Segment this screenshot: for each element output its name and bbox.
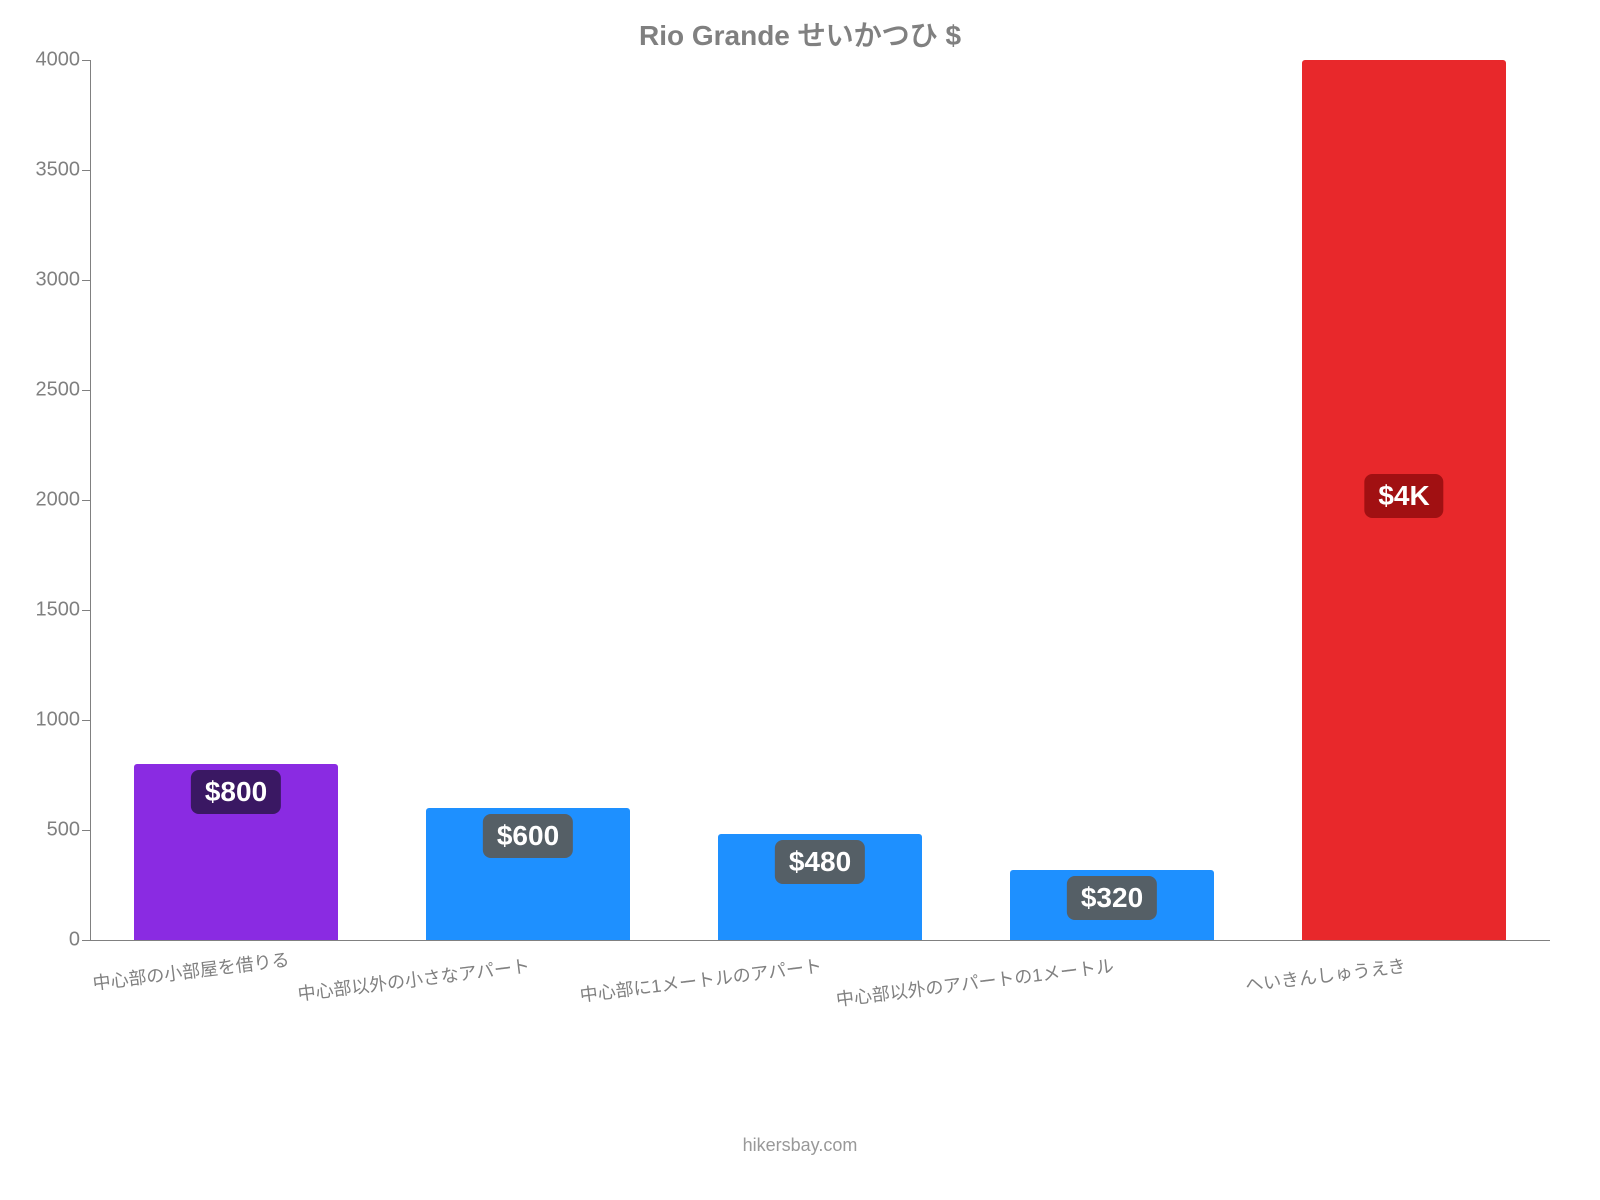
value-badge: $480 bbox=[775, 840, 865, 884]
y-tick bbox=[82, 830, 90, 831]
y-tick-label: 4000 bbox=[36, 49, 81, 72]
value-badge: $320 bbox=[1067, 876, 1157, 920]
y-tick bbox=[82, 500, 90, 501]
chart-title: Rio Grande せいかつひ $ bbox=[0, 14, 1600, 54]
y-tick bbox=[82, 610, 90, 611]
y-tick bbox=[82, 280, 90, 281]
y-tick bbox=[82, 940, 90, 941]
value-badge: $800 bbox=[191, 770, 281, 814]
y-tick-label: 2500 bbox=[36, 379, 81, 402]
y-tick-label: 3000 bbox=[36, 269, 81, 292]
y-tick-label: 500 bbox=[47, 819, 80, 842]
y-tick-label: 3500 bbox=[36, 159, 81, 182]
chart-container: Rio Grande せいかつひ $ 050010001500200025003… bbox=[0, 0, 1600, 1200]
attribution-text: hikersbay.com bbox=[0, 1135, 1600, 1156]
y-tick bbox=[82, 170, 90, 171]
y-tick-label: 0 bbox=[69, 929, 80, 952]
y-tick-label: 1500 bbox=[36, 599, 81, 622]
x-axis-line bbox=[90, 940, 1550, 941]
y-tick bbox=[82, 390, 90, 391]
value-badge: $600 bbox=[483, 814, 573, 858]
y-tick bbox=[82, 60, 90, 61]
y-tick-label: 2000 bbox=[36, 489, 81, 512]
y-tick bbox=[82, 720, 90, 721]
y-tick-label: 1000 bbox=[36, 709, 81, 732]
x-tick-label: 中心部の小部屋を借りる bbox=[91, 952, 239, 996]
value-badge: $4K bbox=[1364, 474, 1443, 518]
y-axis-line bbox=[90, 60, 91, 940]
plot-area: 05001000150020002500300035004000$800中心部の… bbox=[90, 60, 1550, 940]
